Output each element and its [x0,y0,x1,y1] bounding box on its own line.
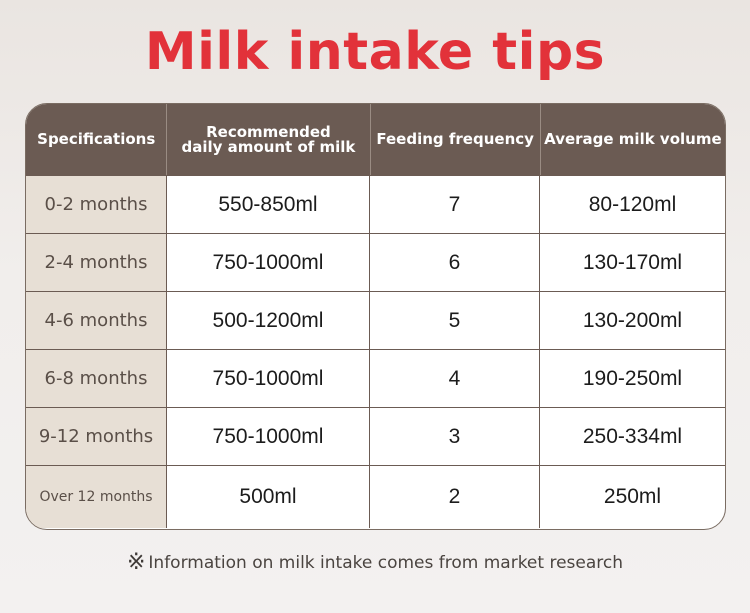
row-frequency: 3 [370,408,540,465]
row-frequency: 4 [370,350,540,407]
row-frequency: 2 [370,466,540,528]
row-age-label: 6-8 months [26,350,167,407]
footnote-text: Information on milk intake comes from ma… [148,552,624,573]
row-age-label: 4-6 months [26,292,167,349]
row-amount: 750-1000ml [167,234,370,291]
table-header: Specifications Recommended daily amount … [26,104,725,175]
row-amount: 750-1000ml [167,408,370,465]
row-amount: 750-1000ml [167,350,370,407]
row-frequency: 5 [370,292,540,349]
header-recommended-amount-text: Recommended daily amount of milk [181,122,356,156]
row-volume: 190-250ml [582,366,683,390]
row-age-label: Over 12 months [26,466,167,528]
header-recommended-amount: Recommended daily amount of milk [167,104,371,175]
row-amount: 500ml [167,466,370,528]
header-feeding-frequency: Feeding frequency [371,104,541,175]
table-row: Over 12 months 500ml 2 250ml [26,465,725,528]
row-volume: 250-334ml [582,424,683,448]
table-row: 9-12 months 750-1000ml 3 250-334ml [26,407,725,465]
row-frequency: 6 [370,234,540,291]
row-age-label: 0-2 months [26,176,167,233]
table-row: 0-2 months 550-850ml 7 80-120ml [26,175,725,233]
header-average-volume: Average milk volume [544,130,722,148]
milk-intake-table: Specifications Recommended daily amount … [25,103,726,530]
row-amount: 550-850ml [167,176,370,233]
row-volume: 80-120ml [588,192,677,216]
footnote: ※ Information on milk intake comes from … [0,550,750,575]
row-amount: 500-1200ml [167,292,370,349]
row-volume: 130-170ml [582,250,683,274]
table-row: 6-8 months 750-1000ml 4 190-250ml [26,349,725,407]
row-frequency: 7 [370,176,540,233]
row-age-label: 9-12 months [26,408,167,465]
row-volume: 250ml [603,485,662,508]
row-age-label: 2-4 months [26,234,167,291]
page-title: Milk intake tips [144,22,606,82]
header-specifications: Specifications [26,104,168,175]
row-volume: 130-200ml [582,308,683,332]
reference-mark-icon: ※ [126,550,146,575]
table-row: 4-6 months 500-1200ml 5 130-200ml [26,291,725,349]
table-row: 2-4 months 750-1000ml 6 130-170ml [26,233,725,291]
